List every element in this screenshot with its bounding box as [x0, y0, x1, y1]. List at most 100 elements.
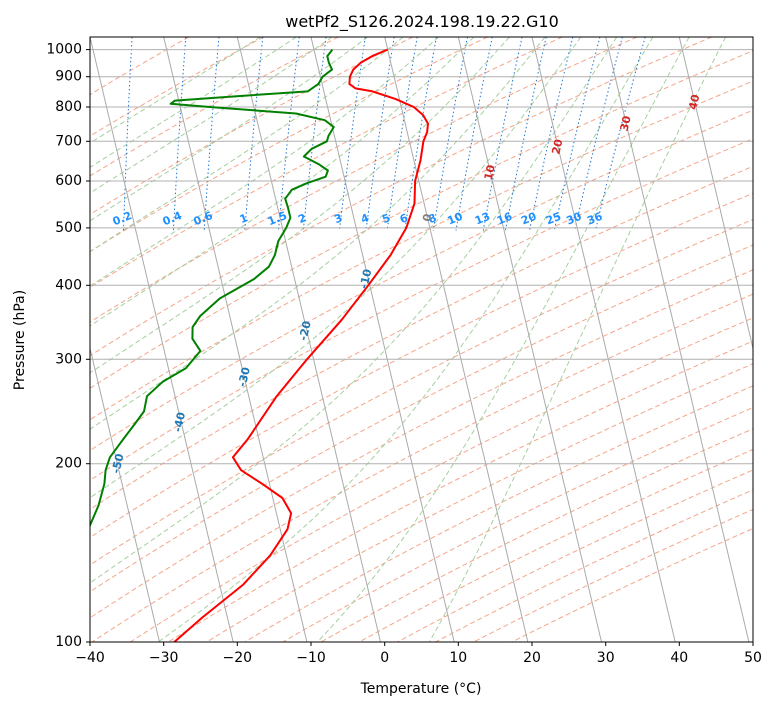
isotherm-label: 30 — [618, 114, 634, 132]
x-axis: −40 −30 −20 −10 0 10 20 30 40 50 — [75, 642, 762, 666]
y-tick-label: 600 — [55, 173, 82, 189]
dry-adiabats — [90, 37, 753, 642]
isotherm-label: 0 — [420, 212, 434, 223]
dry-adiabat — [90, 37, 190, 96]
mixing-ratio-line — [432, 37, 468, 231]
mixing-ratio-label: 20 — [519, 210, 538, 228]
dry-adiabat — [90, 50, 753, 389]
moist-adiabat — [90, 37, 475, 327]
isotherm-label: -40 — [171, 411, 188, 434]
isotherm-label: 20 — [549, 138, 565, 156]
mixing-ratio-line — [504, 37, 547, 231]
isotherm — [310, 37, 455, 642]
y-axis-title: Pressure (hPa) — [12, 290, 28, 390]
isotherm — [752, 37, 753, 40]
isotherm-label: -20 — [297, 319, 314, 342]
mixing-ratio-label: 1 — [238, 211, 250, 226]
isotherm-label: -30 — [236, 365, 253, 388]
dry-adiabat — [130, 317, 753, 642]
y-tick-label: 200 — [55, 456, 82, 472]
dry-adiabat — [90, 80, 753, 421]
y-axis: 1000 900 800 700 600 500 400 300 200 100 — [46, 42, 90, 650]
mixing-ratio-label: 8 — [426, 211, 438, 226]
mixing-ratio-line — [529, 37, 574, 231]
x-tick-label: −40 — [75, 650, 105, 666]
dry-adiabat — [90, 37, 339, 177]
moist-adiabat — [158, 37, 654, 642]
moist-adiabat — [90, 37, 510, 374]
moist-adiabats — [90, 37, 727, 642]
isotherm — [90, 37, 234, 642]
y-tick-label: 500 — [55, 220, 82, 236]
mixing-ratio-label: 10 — [446, 210, 465, 228]
moist-adiabat — [428, 37, 727, 642]
pressure-gridlines — [90, 49, 753, 642]
isotherm — [163, 37, 308, 642]
x-tick-label: −30 — [149, 650, 179, 666]
y-tick-label: 300 — [55, 351, 82, 367]
isotherm — [531, 37, 676, 642]
mixing-ratio-label: 16 — [495, 210, 514, 228]
isotherm — [236, 37, 381, 642]
mixing-ratio-line — [386, 37, 418, 231]
plot-area — [90, 37, 753, 642]
isotherm — [678, 37, 753, 351]
dry-adiabat — [90, 37, 563, 288]
isotherm — [0, 37, 12, 642]
y-tick-label: 1000 — [46, 42, 82, 58]
isotherms — [0, 37, 753, 642]
chart-title: wetPf2_S126.2024.198.19.22.G10 — [285, 12, 559, 32]
mixing-ratio-label: 3 — [332, 211, 344, 226]
y-tick-label: 700 — [55, 133, 82, 149]
isotherm-label: -10 — [357, 267, 374, 290]
x-tick-label: −20 — [223, 650, 253, 666]
dewpoint-profile-line — [90, 48, 335, 528]
isotherm-label: -50 — [109, 452, 126, 475]
y-tick-label: 100 — [55, 634, 82, 650]
dry-adiabat — [90, 37, 712, 357]
isotherm — [384, 37, 529, 642]
isotherm — [457, 37, 602, 642]
dry-adiabat — [90, 37, 488, 253]
y-tick-label: 900 — [55, 69, 82, 85]
moist-adiabat — [317, 37, 690, 642]
mixing-ratio-label: 36 — [585, 210, 604, 228]
x-tick-label: −10 — [296, 650, 326, 666]
dry-adiabat — [90, 244, 753, 593]
temperature-profile-line — [173, 48, 429, 642]
x-axis-title: Temperature (°C) — [360, 681, 482, 697]
x-tick-label: 10 — [449, 650, 467, 666]
dry-adiabat — [90, 138, 753, 481]
mixing-ratio-label: 25 — [544, 210, 563, 228]
mixing-ratio-line — [553, 37, 601, 231]
y-tick-label: 800 — [55, 99, 82, 115]
reference-labels: 0.10.20.40.611.523456810131620253036-100… — [48, 93, 702, 517]
mixing-ratio-label: 2 — [296, 211, 308, 226]
isotherm-label: -60 — [48, 494, 65, 517]
x-tick-label: 40 — [670, 650, 688, 666]
isotherm-label: 40 — [686, 93, 702, 111]
y-tick-label: 400 — [55, 277, 82, 293]
moist-adiabat — [90, 37, 618, 584]
x-tick-label: 30 — [597, 650, 615, 666]
mixing-ratio-label: 5 — [380, 211, 392, 226]
mixing-ratio-line — [595, 37, 646, 231]
x-tick-label: 20 — [523, 650, 541, 666]
moist-adiabat — [90, 37, 333, 194]
profile-series — [90, 48, 429, 642]
dry-adiabat — [91, 293, 753, 642]
mixing-ratio-line — [574, 37, 623, 231]
plot-content: 0.10.20.40.611.523456810131620253036-100… — [0, 37, 753, 642]
moist-adiabat — [90, 37, 439, 287]
isotherm — [605, 37, 750, 642]
mixing-ratio-line — [482, 37, 523, 231]
isotherm — [90, 346, 160, 642]
moist-adiabat — [90, 37, 582, 499]
dry-adiabat — [90, 37, 638, 323]
x-tick-label: 50 — [744, 650, 762, 666]
isotherm-label: 10 — [482, 163, 498, 181]
x-tick-label: 0 — [380, 650, 389, 666]
moist-adiabat — [90, 37, 546, 430]
